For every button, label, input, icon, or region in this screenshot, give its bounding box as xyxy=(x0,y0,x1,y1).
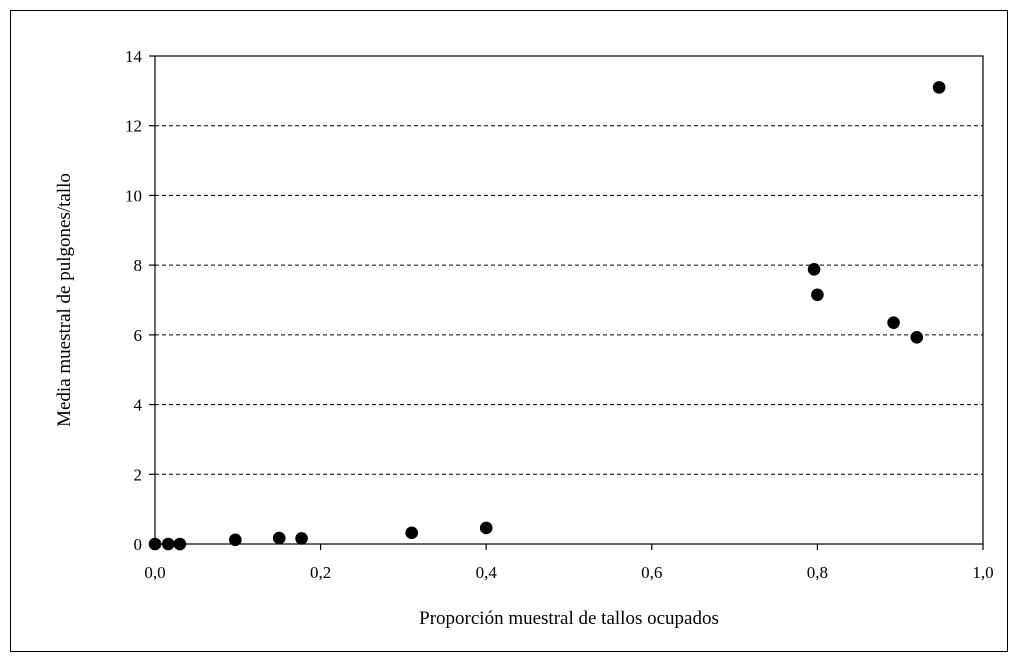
y-tick-label: 12 xyxy=(125,117,142,136)
y-tick-label: 14 xyxy=(125,47,143,66)
data-point xyxy=(887,316,900,329)
y-tick-label: 4 xyxy=(134,396,143,415)
data-point xyxy=(480,522,493,535)
data-point xyxy=(174,538,187,551)
data-point xyxy=(811,288,824,301)
y-tick-label: 8 xyxy=(134,256,143,275)
y-tick-label: 2 xyxy=(134,465,143,484)
data-point xyxy=(295,532,308,545)
plot-area xyxy=(155,56,983,544)
x-tick-label: 0,8 xyxy=(807,563,828,582)
x-tick-label: 0,2 xyxy=(310,563,331,582)
data-point xyxy=(405,527,418,540)
y-axis-title: Media muestral de pulgones/tallo xyxy=(54,173,75,427)
y-axis-ticks: 0 2 4 6 8 10 12 14 xyxy=(125,47,155,554)
data-point xyxy=(933,81,946,94)
x-axis-title: Proporción muestral de tallos ocupados xyxy=(419,608,719,629)
x-tick-label: 0,4 xyxy=(476,563,498,582)
data-point xyxy=(910,331,923,344)
y-tick-label: 6 xyxy=(134,326,143,345)
data-point xyxy=(149,538,162,551)
gridlines xyxy=(155,126,983,475)
y-tick-label: 0 xyxy=(134,535,143,554)
data-point xyxy=(229,534,242,547)
data-point xyxy=(273,532,286,545)
x-tick-label: 0,6 xyxy=(641,563,662,582)
x-axis-ticks: 0,0 0,2 0,4 0,6 0,8 1,0 xyxy=(144,544,993,582)
data-point xyxy=(808,263,821,276)
x-tick-label: 1,0 xyxy=(972,563,993,582)
data-point xyxy=(162,538,175,551)
data-points xyxy=(149,81,946,550)
x-tick-label: 0,0 xyxy=(144,563,165,582)
y-tick-label: 10 xyxy=(125,186,142,205)
